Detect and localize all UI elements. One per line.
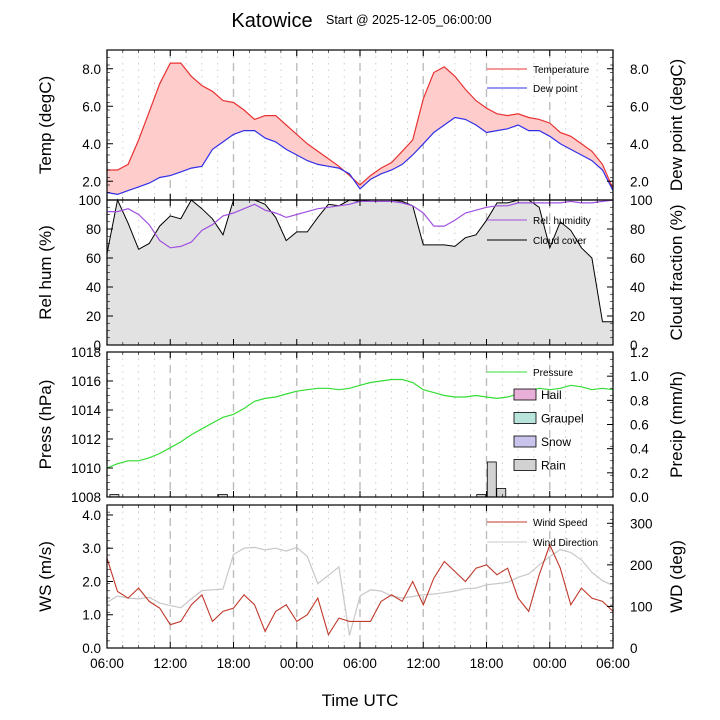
panel-temperature: Temperature Dew point 2.0 4.0 6.0 8.0 2.0 4.0 6.…	[36, 49, 686, 201]
left-axis-title: WS (m/s)	[36, 541, 55, 612]
hail-legend-box	[513, 388, 537, 401]
left-tick-label: 4.0	[82, 137, 101, 152]
right-tick-label: 0	[630, 338, 638, 353]
left-tick-label: 6.0	[82, 99, 101, 114]
right-tick-label: 100	[630, 599, 653, 614]
left-tick-label: 40	[86, 280, 101, 295]
right-tick-label: 60	[630, 251, 645, 266]
panel-humidity_cloud: Rel. humidity Cloud cover 0 20 40 60 80 100 0 20 4…	[36, 193, 686, 353]
pressure-legend-label: Pressure	[533, 368, 573, 379]
panel-pressure_precip: Pressure Hail Graupel Snow Rain 1008 1010 1012 1…	[36, 345, 686, 505]
graupel-legend-box	[513, 412, 537, 424]
right-axis-title: Dew point (degC)	[667, 59, 686, 191]
rain-bar	[496, 488, 507, 498]
left-axis-title: Rel hum (%)	[36, 225, 55, 319]
left-tick-label: 1.0	[82, 608, 101, 623]
left-tick-label: 80	[86, 222, 101, 237]
right-tick-label: 100	[630, 193, 653, 208]
left-tick-label: 60	[86, 251, 101, 266]
right-tick-label: 6.0	[630, 99, 649, 114]
right-axis-title: WD (deg)	[667, 540, 686, 613]
dew-point-legend-label: Dew point	[533, 84, 578, 95]
right-tick-label: 1.2	[630, 345, 649, 360]
right-tick-label: 0.2	[630, 466, 649, 481]
x-tick-label: 18:00	[217, 656, 251, 671]
left-tick-label: 1008	[71, 490, 101, 505]
cloud-cover-fill	[107, 200, 613, 345]
left-tick-label: 1010	[71, 461, 101, 476]
snow-legend-label: Snow	[541, 435, 571, 449]
left-tick-label: 1018	[71, 345, 101, 360]
right-tick-label: 2.0	[630, 174, 649, 189]
left-tick-label: 0	[93, 338, 101, 353]
snow-legend-box	[513, 435, 537, 448]
hail-legend-label: Hail	[541, 388, 562, 402]
x-tick-label: 12:00	[153, 656, 187, 671]
x-tick-label: 00:00	[280, 656, 314, 671]
left-tick-label: 1014	[71, 403, 102, 418]
right-tick-label: 20	[630, 309, 645, 324]
left-tick-label: 0.0	[82, 641, 101, 656]
right-tick-label: 0.4	[630, 442, 649, 457]
left-axis-title: Temp (degC)	[36, 76, 55, 174]
left-tick-label: 1012	[71, 432, 101, 447]
x-axis-label: Time UTC	[322, 691, 399, 710]
right-tick-label: 0.8	[630, 393, 649, 408]
left-tick-label: 2.0	[82, 174, 101, 189]
panel-wind: Wind Speed Wind Direction 0.0 1.0 2.0 3.0 4.0 0…	[36, 504, 686, 671]
cloud-cover-legend-label: Cloud cover	[533, 236, 587, 247]
x-tick-label: 06:00	[343, 656, 377, 671]
rain-legend-label: Rain	[541, 459, 566, 473]
right-tick-label: 80	[630, 222, 645, 237]
graupel-legend-label: Graupel	[541, 412, 584, 426]
x-tick-label: 18:00	[470, 656, 504, 671]
right-axis-title: Precip (mm/h)	[667, 371, 686, 478]
x-tick-label: 06:00	[596, 656, 630, 671]
temperature-fill	[107, 63, 613, 195]
rain-bar	[486, 461, 497, 498]
chart-title: Katowice	[231, 10, 312, 32]
chart-subtitle: Start @ 2025-12-05_06:00:00	[326, 13, 492, 27]
right-tick-label: 0.6	[630, 418, 649, 433]
right-tick-label: 200	[630, 558, 653, 573]
temperature-legend-label: Temperature	[533, 65, 590, 76]
x-tick-label: 06:00	[90, 656, 124, 671]
rel-humidity-legend-label: Rel. humidity	[533, 216, 591, 227]
left-tick-label: 4.0	[82, 508, 101, 523]
right-tick-label: 8.0	[630, 62, 649, 77]
left-axis-title: Press (hPa)	[36, 380, 55, 470]
left-tick-label: 20	[86, 309, 101, 324]
rain-legend-box	[513, 459, 537, 471]
wind-direction-line	[106, 546, 614, 636]
wind-speed-legend-label: Wind Speed	[533, 518, 587, 529]
left-tick-label: 100	[78, 193, 101, 208]
wind-speed-line	[106, 543, 614, 637]
temperature-line	[107, 62, 614, 190]
right-tick-label: 0.0	[630, 490, 649, 505]
right-tick-label: 40	[630, 280, 645, 295]
right-tick-label: 4.0	[630, 137, 649, 152]
dew-point-line	[106, 116, 614, 196]
left-tick-label: 1016	[71, 374, 101, 389]
left-tick-label: 8.0	[82, 62, 101, 77]
left-tick-label: 2.0	[82, 574, 101, 589]
wind-direction-legend-label: Wind Direction	[533, 538, 598, 549]
x-tick-label: 12:00	[406, 656, 440, 671]
left-tick-label: 3.0	[82, 541, 101, 556]
right-tick-label: 300	[630, 516, 653, 531]
x-tick-label: 00:00	[533, 656, 567, 671]
right-axis-title: Cloud fraction (%)	[667, 204, 686, 340]
right-tick-label: 0	[630, 641, 638, 656]
right-tick-label: 1.0	[630, 369, 649, 384]
